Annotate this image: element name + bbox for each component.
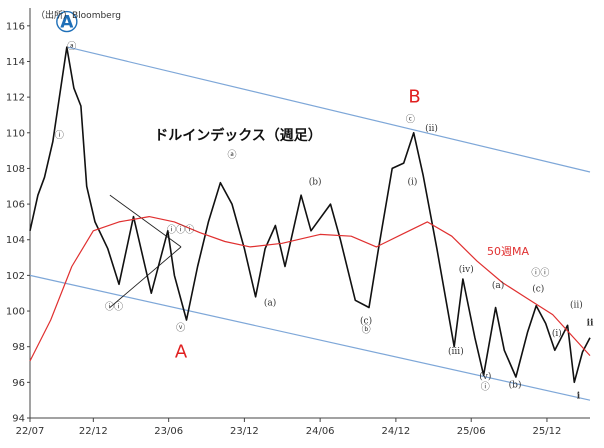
y-tick-label: 100 [6,307,25,318]
y-tick-label: 94 [12,414,25,425]
wave-label: ⓐ [67,41,76,52]
wave-label-major: A [175,341,188,362]
wave-label: (ⅰ) [552,328,562,339]
series-group: 50週MA [29,46,591,384]
wave-label: ⓘⓘ [531,267,549,278]
y-tick-label: 108 [6,164,25,175]
y-tick-label: 102 [6,271,25,282]
x-tick-label: 22/12 [79,426,108,437]
wave-label: ⅰ [577,391,581,401]
wave-label: (c) [532,283,544,294]
wave-label: (a) [264,298,276,309]
wave-label: ⓘⓘ [105,301,123,312]
y-tick-label: 98 [12,342,25,353]
channel-line [29,274,591,401]
wave-label: (ⅱ) [570,299,583,310]
y-tick-label: 112 [6,93,25,104]
axes: 94 96 98 100 102 104 106 108 110 112 114 116 22/07 22… [6,8,590,437]
triangle-line [109,246,182,308]
moving-average-line [29,216,591,362]
x-tick-label: 24/06 [306,426,335,437]
wave-label-major: B [408,86,420,107]
wave-label: (ⅰ) [407,176,417,187]
x-tick-label: 23/06 [154,426,183,437]
y-tick-label: 106 [6,200,25,211]
wave-label: ⓘ [55,130,64,141]
wave-label: ⓘ [481,381,490,392]
y-tick-label: 110 [6,128,25,139]
price-line [29,46,591,384]
wave-label-major: A [60,13,74,33]
y-tick-label: 104 [6,235,25,246]
wave-label: (b) [309,176,322,187]
x-tick-label: 25/06 [457,426,486,437]
ma-label: 50週MA [487,245,529,258]
wave-label: ⓘⓘⓘ [167,225,194,236]
wave-a-circle [56,10,78,33]
wave-label: (a) [492,280,504,291]
y-tick-label: 96 [12,378,25,389]
x-tick-label: 24/12 [381,426,410,437]
x-tick-label: 23/12 [230,426,259,437]
wave-label: (ⅳ) [459,264,474,275]
source-note: （出所）Bloomberg [36,9,121,21]
wave-label: ⓐ [227,150,236,161]
wave-label: ⅱ [587,318,594,328]
annotations: AABⓐⓘⓘⓘⓘⓘⓘⓥⓐ(a)(b)(c)ⓑⓒ(ⅱ)(ⅰ)(ⅳ)(ⅲ)(a)(ⅴ… [55,10,594,401]
wave-label: (ⅱ) [425,123,438,134]
channel-line [67,46,591,173]
x-tick-label: 25/12 [533,426,562,437]
wave-label: ⓑ [362,324,371,335]
x-tick-label: 22/07 [16,426,45,437]
wave-label: ⓥ [176,323,185,334]
wave-label: (b) [509,380,522,391]
wave-label: (ⅴ) [479,371,491,382]
wave-label: (c) [360,316,372,327]
chart-title: ドルインデックス（週足） [154,127,322,144]
wave-label: ⓒ [406,114,415,125]
y-tick-label: 114 [6,57,25,68]
y-tick-label: 116 [6,21,25,32]
wave-label: (ⅲ) [448,346,464,357]
